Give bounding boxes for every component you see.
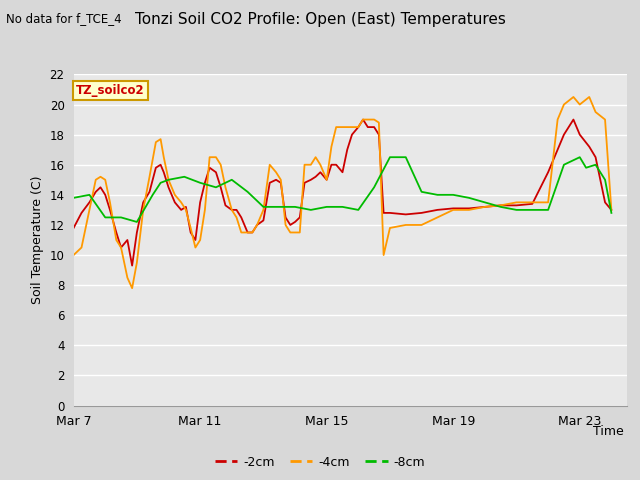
Text: TZ_soilco2: TZ_soilco2: [76, 84, 145, 97]
Y-axis label: Soil Temperature (C): Soil Temperature (C): [31, 176, 44, 304]
Text: Time: Time: [593, 425, 624, 438]
Legend: -2cm, -4cm, -8cm: -2cm, -4cm, -8cm: [209, 451, 431, 474]
Text: Tonzi Soil CO2 Profile: Open (East) Temperatures: Tonzi Soil CO2 Profile: Open (East) Temp…: [134, 12, 506, 27]
Text: No data for f_TCE_4: No data for f_TCE_4: [6, 12, 122, 25]
